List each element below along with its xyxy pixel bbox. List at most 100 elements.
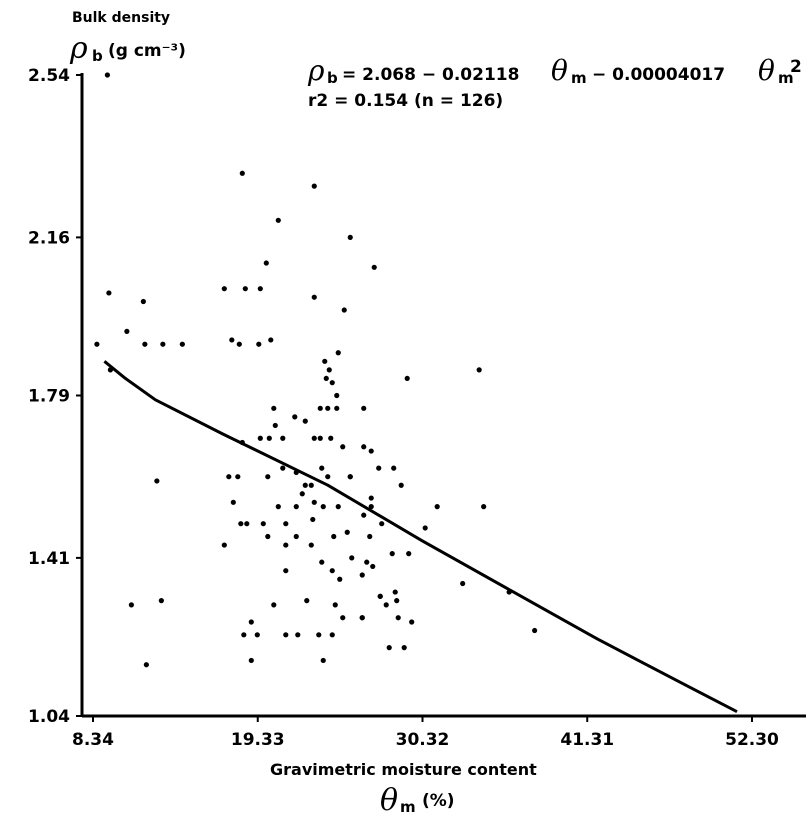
data-point bbox=[367, 533, 373, 540]
data-point bbox=[244, 521, 250, 527]
data-point bbox=[395, 615, 401, 621]
data-point bbox=[434, 504, 440, 510]
data-point bbox=[265, 474, 271, 480]
data-point bbox=[308, 542, 314, 548]
x-axis-units: (%) bbox=[422, 791, 455, 811]
y-axis-label: ρ b (g cm⁻³) bbox=[69, 31, 186, 66]
data-point bbox=[398, 482, 404, 488]
data-point bbox=[94, 341, 100, 347]
data-point bbox=[368, 504, 374, 510]
y-axis-units: (g cm⁻³) bbox=[108, 41, 186, 61]
data-point bbox=[293, 504, 299, 510]
data-point bbox=[304, 598, 310, 604]
data-point bbox=[329, 632, 335, 638]
data-point bbox=[317, 405, 323, 411]
data-point bbox=[221, 286, 227, 292]
x-axis-symbol: θ bbox=[380, 783, 398, 815]
data-point bbox=[409, 619, 415, 625]
data-point bbox=[257, 435, 263, 441]
data-points bbox=[94, 72, 538, 668]
data-point bbox=[359, 572, 365, 578]
x-axis-subscript: m bbox=[400, 798, 416, 815]
data-point bbox=[238, 521, 244, 527]
data-point bbox=[302, 418, 308, 424]
eq-middle-text: − 0.00004017 bbox=[592, 65, 725, 85]
data-point bbox=[481, 504, 487, 510]
data-point bbox=[266, 435, 272, 441]
data-point bbox=[401, 645, 407, 651]
data-point bbox=[283, 632, 289, 638]
eq-lhs-symbol: ρ bbox=[307, 54, 325, 87]
x-axis-title: Gravimetric moisture content bbox=[270, 760, 537, 779]
data-point bbox=[379, 521, 385, 527]
data-point bbox=[106, 290, 112, 296]
data-point bbox=[283, 568, 289, 574]
data-point bbox=[334, 392, 340, 399]
data-point bbox=[422, 525, 428, 531]
data-point bbox=[386, 645, 392, 651]
data-point bbox=[319, 465, 325, 471]
data-point bbox=[359, 615, 365, 621]
data-point bbox=[532, 627, 538, 634]
eq-stats: r2 = 0.154 (n = 126) bbox=[308, 91, 503, 111]
data-point bbox=[404, 375, 410, 382]
data-point bbox=[328, 435, 334, 441]
data-point bbox=[235, 474, 241, 480]
data-point bbox=[370, 563, 376, 570]
fit-curve-group bbox=[103, 360, 738, 714]
data-point bbox=[344, 529, 350, 535]
data-point bbox=[283, 542, 289, 548]
data-point bbox=[143, 662, 149, 668]
x-tick-label: 41.31 bbox=[560, 730, 614, 750]
data-point bbox=[104, 72, 110, 78]
data-point bbox=[308, 482, 314, 488]
data-point bbox=[476, 367, 482, 373]
data-point bbox=[323, 375, 329, 382]
data-point bbox=[265, 533, 271, 540]
data-point bbox=[377, 593, 383, 599]
data-point bbox=[317, 435, 323, 441]
data-point bbox=[341, 307, 347, 313]
data-point bbox=[347, 234, 353, 240]
y-ticks: 1.04 1.41 1.79 2.16 2.54 bbox=[28, 66, 82, 727]
x-tick-label: 8.34 bbox=[72, 730, 114, 750]
data-point bbox=[334, 405, 340, 411]
data-point bbox=[337, 576, 343, 582]
data-point bbox=[368, 448, 374, 454]
data-point bbox=[302, 482, 308, 488]
data-point bbox=[320, 504, 326, 510]
data-point bbox=[280, 435, 286, 441]
data-point bbox=[275, 504, 281, 510]
data-point bbox=[299, 491, 305, 497]
data-point bbox=[140, 298, 146, 305]
data-point bbox=[124, 328, 130, 334]
data-point bbox=[242, 286, 248, 292]
x-tick-label: 19.33 bbox=[231, 730, 285, 750]
data-point bbox=[311, 499, 317, 505]
regression-equation: ρ b = 2.068 − 0.02118 θ m − 0.00004017 θ… bbox=[307, 54, 802, 111]
data-point bbox=[325, 405, 331, 411]
data-point bbox=[154, 478, 160, 484]
data-point bbox=[310, 516, 316, 523]
data-point bbox=[268, 337, 274, 343]
eq-rhs-text: = 2.068 − 0.02118 bbox=[342, 65, 519, 85]
data-point bbox=[329, 568, 335, 574]
x-ticks: 8.34 19.33 30.32 41.31 52.30 bbox=[72, 716, 779, 750]
data-point bbox=[311, 183, 317, 189]
data-point bbox=[340, 615, 346, 621]
y-tick-label: 2.54 bbox=[28, 66, 70, 86]
data-point bbox=[319, 559, 325, 565]
data-point bbox=[394, 598, 400, 604]
x-axis-label: θ m (%) bbox=[380, 783, 455, 815]
data-point bbox=[389, 551, 395, 557]
data-point bbox=[248, 619, 254, 625]
data-point bbox=[325, 474, 331, 480]
data-point bbox=[293, 533, 299, 540]
x-tick-label: 52.30 bbox=[725, 730, 779, 750]
data-point bbox=[248, 657, 254, 664]
data-point bbox=[406, 551, 412, 557]
fit-curve bbox=[103, 360, 738, 714]
eq-term1-symbol: θ bbox=[551, 54, 568, 87]
data-point bbox=[263, 260, 269, 266]
